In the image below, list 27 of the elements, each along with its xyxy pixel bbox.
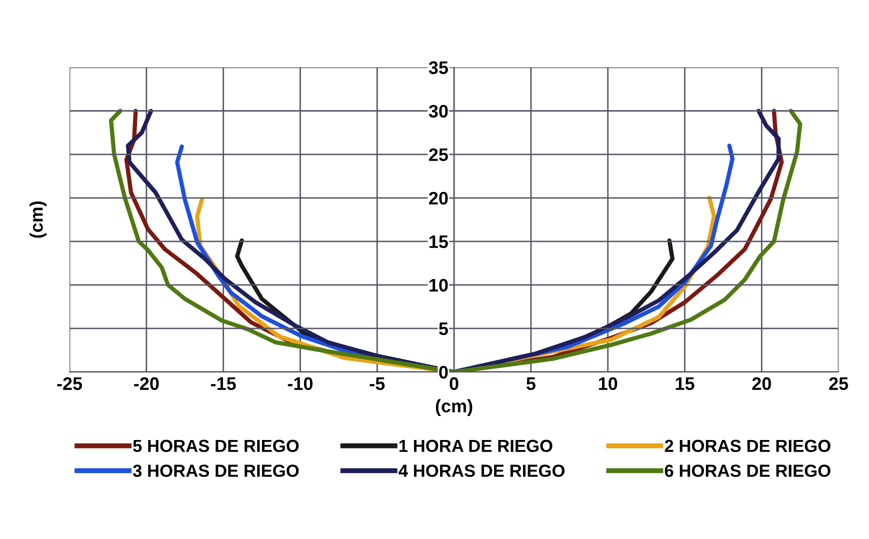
- x-tick-label: 0: [450, 377, 458, 390]
- y-tick-label: 10: [430, 278, 448, 292]
- x-tick-label: 20: [752, 377, 771, 390]
- legend-label: 5 HORAS DE RIEGO: [133, 440, 299, 452]
- x-tick-label: -15: [210, 377, 236, 390]
- y-axis-title: (cm): [30, 201, 46, 238]
- legend-label: 3 HORAS DE RIEGO: [132, 464, 299, 477]
- y-tick-label: 0: [439, 366, 448, 379]
- x-tick-label: -25: [57, 377, 82, 390]
- legend-label: 2 HORAS DE RIEGO: [664, 440, 830, 452]
- y-tick-label: 5: [439, 322, 448, 336]
- y-tick-label: 15: [430, 236, 448, 248]
- y-tick-label: 35: [428, 61, 448, 74]
- legend-label: 6 HORAS DE RIEGO: [664, 464, 830, 477]
- y-tick-label: 20: [429, 192, 448, 205]
- x-tick-label: 25: [829, 377, 848, 390]
- x-tick-label: -5: [370, 377, 385, 390]
- y-tick-label: 25: [429, 148, 448, 162]
- x-tick-label: 10: [598, 377, 618, 390]
- legend-label: 4 HORAS DE RIEGO: [398, 464, 565, 477]
- x-tick-label: -10: [288, 377, 313, 390]
- x-tick-label: -20: [134, 377, 159, 390]
- legend-label: 1 HORA DE RIEGO: [399, 440, 552, 452]
- x-tick-label: 15: [676, 377, 694, 390]
- y-tick-label: 30: [428, 104, 448, 118]
- x-axis-title: (cm): [436, 399, 472, 416]
- x-tick-label: 5: [526, 377, 536, 390]
